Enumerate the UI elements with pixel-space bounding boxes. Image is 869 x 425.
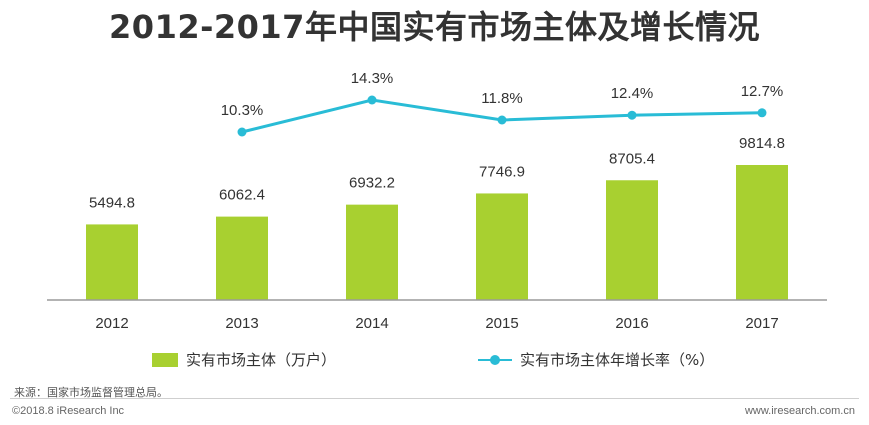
- x-tick-label: 2014: [355, 315, 388, 332]
- growth-rate-point: [627, 110, 637, 120]
- bar: [86, 224, 138, 300]
- legend-bar-swatch: [152, 352, 178, 367]
- bar: [476, 193, 528, 300]
- bar: [346, 204, 398, 300]
- bar: [736, 165, 788, 300]
- bar-value-label: 7746.9: [479, 163, 525, 180]
- footer-divider: [10, 398, 859, 399]
- growth-rate-point: [237, 127, 247, 137]
- copyright-text: ©2018.8 iResearch Inc: [12, 405, 125, 417]
- website-text: www.iresearch.com.cn: [744, 405, 855, 417]
- bar-value-label: 6932.2: [349, 175, 395, 192]
- legend-item-bar: 实有市场主体（万户）: [152, 349, 336, 370]
- growth-rate-point: [757, 108, 767, 118]
- bar: [606, 180, 658, 300]
- x-tick-label: 2016: [615, 315, 648, 332]
- growth-rate-label: 10.3%: [221, 102, 264, 119]
- growth-rate-point: [367, 95, 377, 105]
- chart-title: 2012-2017年中国实有市场主体及增长情况: [109, 8, 760, 46]
- legend-bar-label: 实有市场主体（万户）: [186, 351, 337, 369]
- growth-rate-label: 12.4%: [611, 85, 654, 102]
- growth-rate-label: 14.3%: [351, 70, 394, 87]
- legend-line-swatch: [478, 353, 512, 367]
- bar-value-label: 9814.8: [739, 135, 785, 152]
- legend-item-line: 实有市场主体年增长率（%）: [478, 349, 714, 370]
- bar-value-label: 5494.8: [89, 194, 135, 211]
- x-tick-label: 2017: [745, 315, 778, 332]
- growth-rate-label: 12.7%: [741, 83, 784, 100]
- source-note: 来源：国家市场监督管理总局。: [14, 386, 168, 399]
- legend-line-label: 实有市场主体年增长率（%）: [520, 351, 715, 369]
- x-tick-label: 2012: [95, 315, 128, 332]
- growth-rate-point: [497, 115, 507, 125]
- x-tick-label: 2015: [485, 315, 518, 332]
- x-tick-label: 2013: [225, 315, 258, 332]
- growth-rate-label: 11.8%: [481, 90, 522, 107]
- chart-plot: 5494.8 6062.4 6932.2 7746.9 8705.4 9814.8 2012…: [47, 70, 827, 332]
- bar-value-label: 8705.4: [609, 150, 655, 167]
- bar-value-label: 6062.4: [219, 187, 265, 204]
- bar: [216, 216, 268, 300]
